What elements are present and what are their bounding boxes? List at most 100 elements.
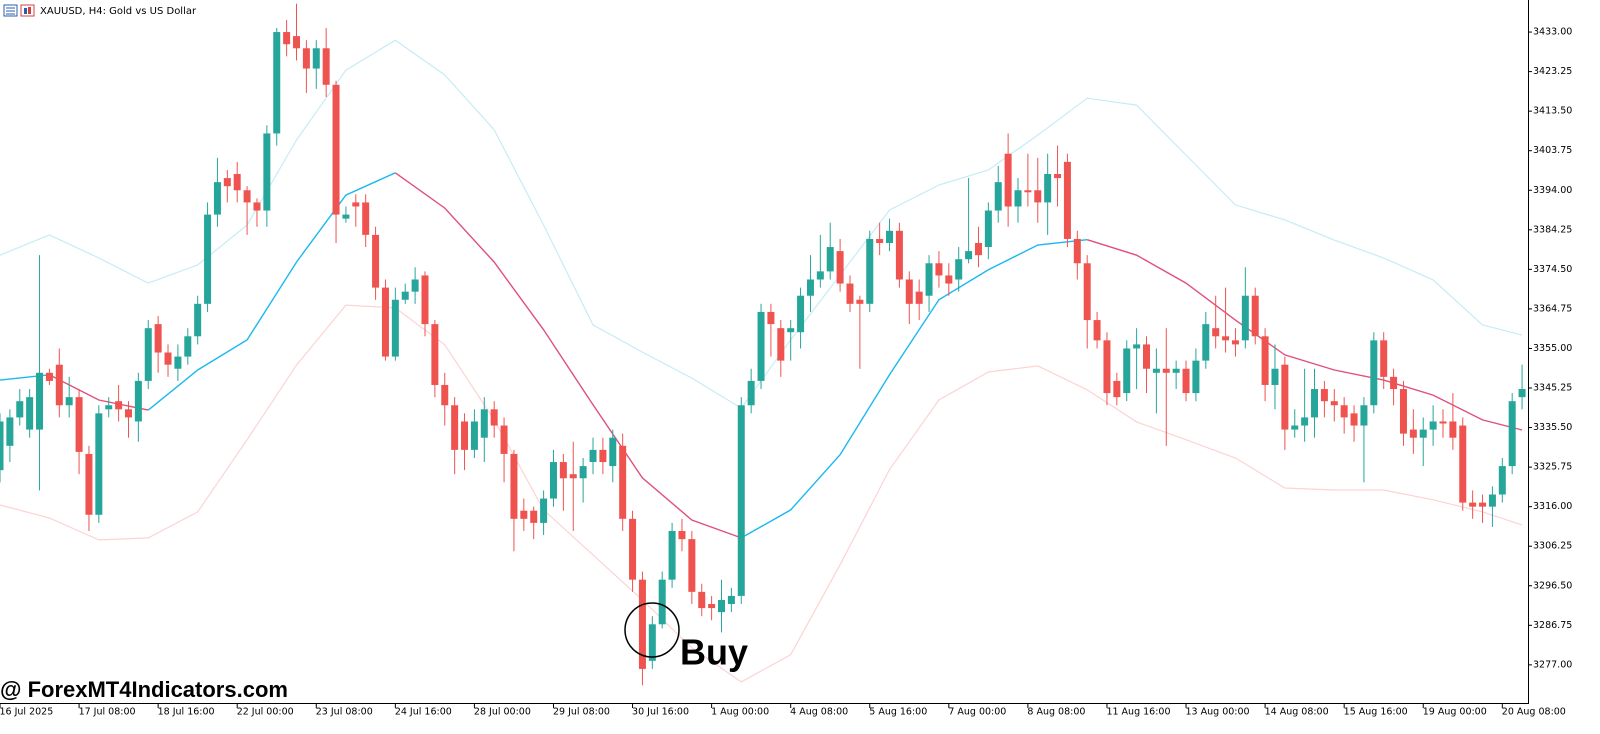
candle-body [1449, 421, 1457, 438]
candle-body [411, 279, 419, 292]
candle-body [1271, 368, 1279, 385]
candle-body [688, 539, 696, 592]
candle-body [1409, 429, 1417, 438]
plot-area [0, 3, 1526, 686]
band-line [0, 304, 1523, 683]
candle-body [1123, 348, 1131, 394]
candle-body [1142, 344, 1150, 369]
highlight-circle [624, 602, 680, 658]
candle-body [115, 401, 123, 410]
candle-body [629, 518, 637, 580]
candle-body [451, 405, 459, 450]
candle-body [1241, 295, 1249, 341]
x-tick-label: 8 Aug 08:00 [1027, 707, 1085, 718]
candle-body [1261, 336, 1269, 385]
candle-body [1014, 190, 1022, 207]
x-tick-label: 1 Aug 00:00 [711, 707, 769, 718]
candle-body [1429, 421, 1437, 430]
y-tick-label: 3316.00 [1533, 501, 1572, 512]
candle-body [65, 397, 73, 406]
candle-body [540, 498, 548, 523]
candle-body [1399, 389, 1407, 434]
candle-body [638, 579, 646, 669]
candle-body [1469, 502, 1477, 507]
x-tick-label: 11 Aug 16:00 [1106, 707, 1170, 718]
candle-body [846, 283, 854, 304]
candle-body [401, 291, 409, 300]
x-tick-label: 28 Jul 00:00 [474, 707, 531, 718]
candle-body [16, 401, 24, 418]
candle-body [648, 624, 656, 661]
middle-band-line [49, 374, 149, 411]
candle-body [737, 405, 745, 596]
candle-body [1044, 174, 1052, 203]
chart-title: XAUUSD, H4: Gold vs US Dollar [40, 6, 197, 17]
candle-body [619, 445, 627, 519]
candle-body [886, 230, 894, 243]
x-tick-label: 20 Aug 08:00 [1502, 707, 1566, 718]
y-tick-label: 3403.75 [1533, 145, 1572, 156]
candle-body [974, 242, 982, 256]
candle-body [915, 291, 923, 304]
candle-body [1518, 389, 1526, 398]
candle-body [609, 437, 617, 467]
candle-body [826, 247, 834, 272]
candle-body [806, 279, 814, 296]
x-tick-label: 13 Aug 00:00 [1186, 707, 1250, 718]
candle-body [1202, 324, 1210, 361]
candle-body [925, 263, 933, 296]
candle-body [1459, 425, 1467, 503]
candle-body [342, 214, 350, 219]
x-tick-label: 18 Jul 16:00 [158, 707, 215, 718]
candle-body [1390, 376, 1398, 390]
y-tick-label: 3374.50 [1533, 264, 1572, 275]
x-tick-label: 23 Jul 08:00 [316, 707, 373, 718]
candle-body [549, 462, 557, 499]
candle-body [164, 352, 172, 365]
candle-body [698, 591, 706, 609]
y-tick-label: 3296.50 [1533, 580, 1572, 591]
candle-body [510, 453, 518, 519]
candle-body [174, 356, 182, 369]
candle-body [6, 417, 14, 446]
candle-body [905, 279, 913, 304]
candle-body [668, 531, 676, 580]
candle-body [381, 287, 389, 357]
candle-body [727, 595, 735, 605]
candle-body [836, 251, 844, 284]
candle-body [362, 202, 370, 235]
candle-body [1073, 238, 1081, 264]
candle-body [1301, 417, 1309, 426]
candle-body [243, 190, 251, 203]
middle-band-line [740, 239, 1088, 539]
candle-body [213, 182, 221, 215]
candle-body [1103, 340, 1111, 394]
candle-body [1113, 380, 1121, 398]
candle-body [1083, 263, 1091, 321]
x-tick-label: 16 Jul 2025 [0, 707, 53, 718]
candle-body [1034, 190, 1042, 203]
candle-body [461, 421, 469, 450]
candle-body [154, 324, 162, 353]
candle-body [678, 531, 686, 540]
y-tick-label: 3286.75 [1533, 620, 1572, 631]
y-tick-label: 3325.75 [1533, 462, 1572, 473]
y-tick-label: 3413.50 [1533, 106, 1572, 117]
x-tick-label: 4 Aug 08:00 [790, 707, 848, 718]
y-tick-label: 3433.00 [1533, 27, 1572, 38]
candle-body [965, 251, 973, 260]
candle-body [579, 466, 587, 479]
candle-body [1320, 389, 1328, 402]
y-tick-label: 3335.50 [1533, 422, 1572, 433]
candle-body [134, 380, 142, 422]
candle-body [490, 409, 498, 426]
x-tick-label: 24 Jul 16:00 [395, 707, 452, 718]
candle-body [1192, 360, 1200, 394]
candle-body [955, 259, 963, 280]
candle-body [708, 604, 716, 609]
y-tick-label: 3345.25 [1533, 383, 1572, 394]
candle-body [55, 364, 63, 406]
candle-body [293, 36, 301, 49]
